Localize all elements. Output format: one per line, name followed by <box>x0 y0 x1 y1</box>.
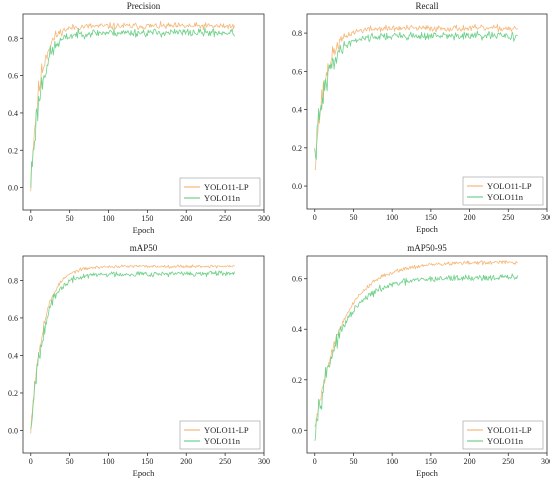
plot-frame <box>22 13 265 211</box>
x-tick-label: 50 <box>66 214 74 223</box>
legend-entry: YOLO11n <box>204 193 241 203</box>
plot-frame <box>306 13 548 210</box>
y-tick-label: 0.6 <box>292 275 302 284</box>
legend-entry: YOLO11-LP <box>204 425 249 435</box>
y-tick-label: 0.6 <box>8 314 18 323</box>
x-tick-label: 250 <box>219 457 231 466</box>
x-tick-label: 150 <box>141 214 153 223</box>
chart-0: Precision 0 50 100 150 200 250 300 0.0 0.2 0.4 0.6 0… <box>8 1 270 235</box>
y-tick-label: 0.8 <box>292 29 302 38</box>
x-tick-label: 100 <box>103 457 115 466</box>
y-tick-label: 0.2 <box>292 144 302 153</box>
legend-box <box>179 177 261 207</box>
x-tick-label: 250 <box>219 214 231 223</box>
series-line-yolo11n <box>314 273 518 441</box>
y-tick-label: 0.4 <box>292 106 302 115</box>
y-tick-label: 0.4 <box>8 109 18 118</box>
chart-1: Recall 0 50 100 150 200 250 300 0.0 0.2 0.4 0.6 0.8 E… <box>292 1 550 234</box>
x-tick-label: 50 <box>66 457 74 466</box>
x-tick-label: 300 <box>258 457 270 466</box>
y-tick-label: 0.0 <box>8 184 18 193</box>
legend-entry: YOLO11-LP <box>487 181 532 191</box>
x-tick-label: 150 <box>425 213 437 222</box>
x-tick-label: 150 <box>141 457 153 466</box>
series-line-yolo11-lp <box>30 264 235 434</box>
series-line-yolo11n <box>30 27 235 188</box>
y-tick-label: 0.0 <box>292 426 302 435</box>
x-tick-label: 0 <box>313 213 317 222</box>
legend-box <box>462 420 544 450</box>
series-line-yolo11-lp <box>30 20 235 192</box>
x-tick-label: 0 <box>29 214 33 223</box>
x-axis-label: Epoch <box>416 468 438 478</box>
x-tick-label: 50 <box>349 213 357 222</box>
x-tick-label: 300 <box>258 214 270 223</box>
chart-title: Precision <box>127 1 161 11</box>
legend-entry: YOLO11-LP <box>204 182 249 192</box>
x-axis-label: Epoch <box>133 468 155 478</box>
legend-entry: YOLO11n <box>487 192 524 202</box>
chart-title: Recall <box>416 1 439 11</box>
plot-frame <box>22 255 265 454</box>
x-tick-label: 0 <box>29 457 33 466</box>
x-tick-label: 250 <box>502 457 514 466</box>
x-tick-label: 100 <box>103 214 115 223</box>
x-tick-label: 300 <box>541 457 550 466</box>
x-tick-label: 100 <box>386 457 398 466</box>
y-tick-label: 0.8 <box>8 34 18 43</box>
series-line-yolo11-lp <box>314 23 518 171</box>
x-tick-label: 200 <box>464 457 476 466</box>
x-tick-label: 200 <box>464 213 476 222</box>
chart-2: mAP50 0 50 100 150 200 250 300 0.0 0.2 0.4 0.6 0.8 Ep… <box>8 243 270 478</box>
plot-frame <box>306 255 548 454</box>
y-tick-label: 0.4 <box>292 325 302 334</box>
chart-title: mAP50 <box>130 243 158 253</box>
x-tick-label: 150 <box>425 457 437 466</box>
series-line-yolo11n <box>30 270 235 430</box>
x-tick-label: 250 <box>502 213 514 222</box>
x-tick-label: 200 <box>180 457 192 466</box>
x-axis-label: Epoch <box>133 225 155 235</box>
legend-box <box>179 420 261 450</box>
x-tick-label: 100 <box>386 213 398 222</box>
y-tick-label: 0.2 <box>8 389 18 398</box>
legend-entry: YOLO11-LP <box>487 425 532 435</box>
chart-title: mAP50-95 <box>407 243 447 253</box>
x-axis-label: Epoch <box>416 224 438 234</box>
series-line-yolo11n <box>314 30 518 160</box>
x-tick-label: 200 <box>180 214 192 223</box>
y-tick-label: 0.8 <box>8 276 18 285</box>
x-tick-label: 0 <box>313 457 317 466</box>
legend-box <box>462 176 544 206</box>
legend-entry: YOLO11n <box>204 436 241 446</box>
y-tick-label: 0.4 <box>8 351 18 360</box>
x-tick-label: 50 <box>349 457 357 466</box>
y-tick-label: 0.2 <box>8 146 18 155</box>
y-tick-label: 0.2 <box>292 376 302 385</box>
y-tick-label: 0.0 <box>8 426 18 435</box>
chart-3: mAP50-95 0 50 100 150 200 250 300 0.0 0.2 0.4 0.6 Ep… <box>292 243 550 478</box>
legend-entry: YOLO11n <box>487 436 524 446</box>
y-tick-label: 0.0 <box>292 182 302 191</box>
y-tick-label: 0.6 <box>8 72 18 81</box>
y-tick-label: 0.6 <box>292 67 302 76</box>
series-line-yolo11-lp <box>314 260 518 427</box>
x-tick-label: 300 <box>541 213 550 222</box>
